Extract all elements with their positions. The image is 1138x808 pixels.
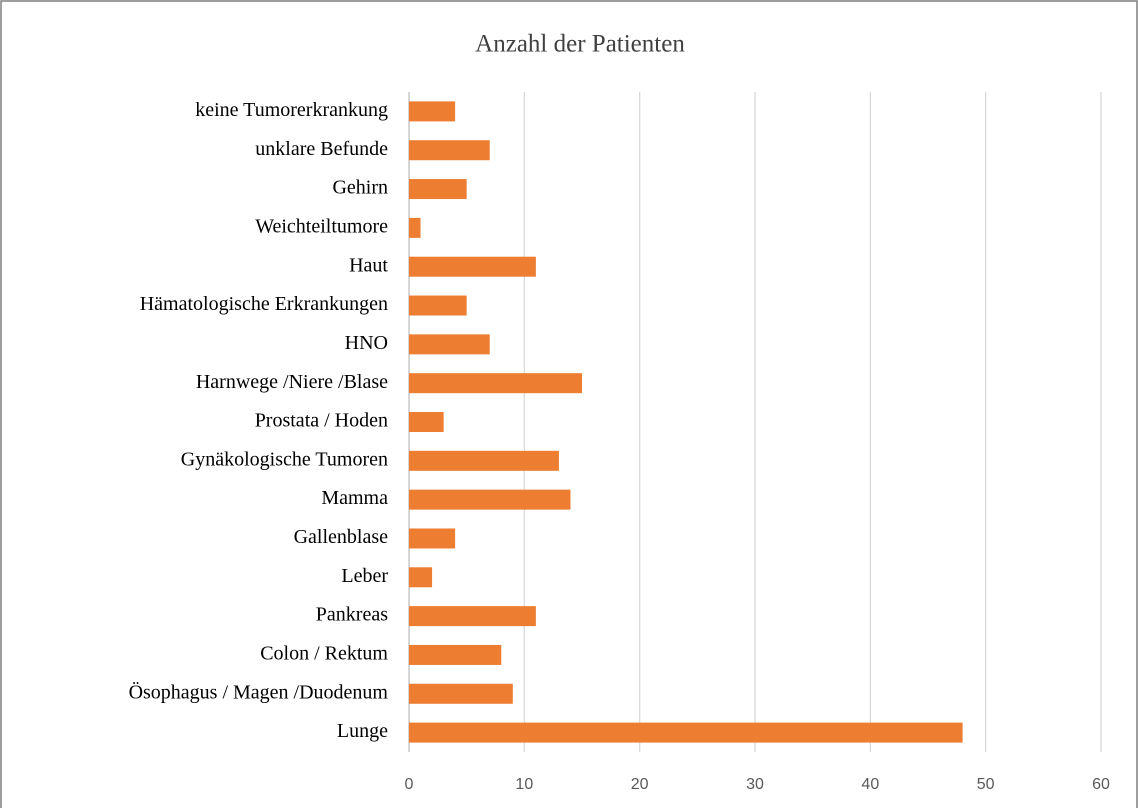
- y-tick-label: Prostata / Hoden: [255, 410, 388, 432]
- bar: [409, 489, 571, 510]
- y-tick-label: Pankreas: [316, 604, 388, 626]
- y-tick-label: keine Tumorerkrankung: [195, 99, 388, 121]
- x-tick-label: 50: [977, 776, 995, 793]
- bar: [409, 606, 536, 627]
- x-tick-label: 40: [861, 776, 879, 793]
- bar: [409, 179, 467, 200]
- bar: [409, 373, 582, 394]
- x-tick-label: 60: [1092, 776, 1110, 793]
- bar: [409, 567, 433, 588]
- x-tick-label: 10: [515, 776, 533, 793]
- x-tick-label: 30: [746, 776, 764, 793]
- bar: [409, 256, 536, 277]
- y-tick-label: unklare Befunde: [255, 138, 388, 160]
- bar: [409, 217, 421, 238]
- y-tick-label: Weichteiltumore: [255, 215, 388, 237]
- bar: [409, 101, 456, 122]
- bar: [409, 722, 963, 743]
- bar: [409, 334, 490, 355]
- y-tick-label: Mamma: [321, 487, 388, 509]
- y-tick-label: Harnwege /Niere /Blase: [196, 371, 388, 393]
- bar: [409, 683, 513, 704]
- bar: [409, 140, 490, 161]
- y-tick-label: Haut: [349, 254, 388, 276]
- y-tick-label: Lunge: [337, 720, 388, 742]
- bar: [409, 644, 502, 665]
- x-tick-label: 0: [405, 776, 414, 793]
- y-tick-label: Gallenblase: [294, 526, 389, 548]
- chart-title: Anzahl der Patienten: [475, 31, 685, 58]
- bar: [409, 295, 467, 316]
- y-tick-label: Leber: [341, 565, 388, 587]
- bar: [409, 412, 444, 432]
- x-tick-label: 20: [631, 776, 649, 793]
- y-tick-label: Ösophagus / Magen /Duodenum: [129, 680, 389, 703]
- bar: [409, 450, 559, 471]
- y-tick-label: HNO: [345, 332, 388, 354]
- y-tick-label: Gehirn: [332, 177, 388, 199]
- y-tick-label: Gynäkologische Tumoren: [181, 448, 388, 470]
- bar: [409, 528, 456, 549]
- y-tick-label: Hämatologische Erkrankungen: [140, 293, 388, 315]
- y-tick-label: Colon / Rektum: [260, 643, 388, 665]
